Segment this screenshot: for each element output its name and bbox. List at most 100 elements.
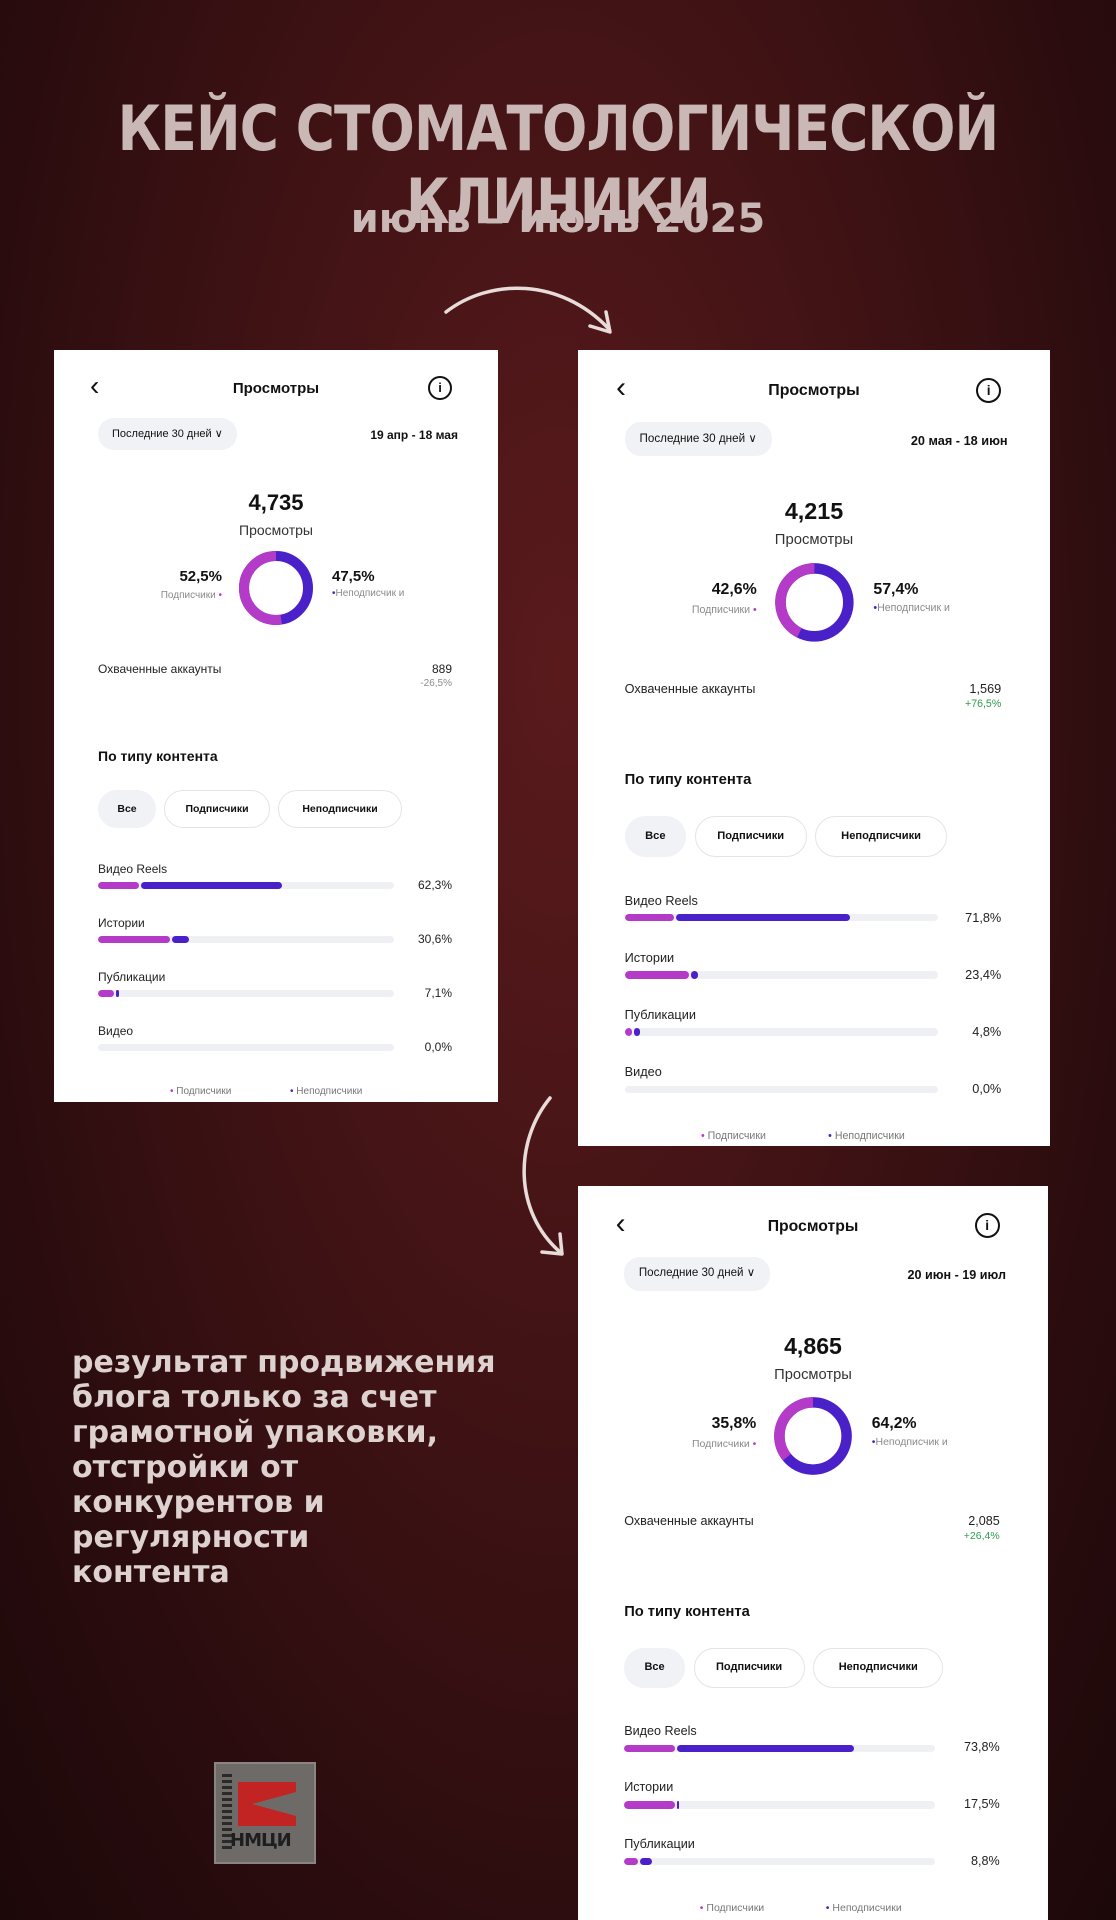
- content-row-value: 23,4%: [965, 966, 1002, 982]
- content-row-track: [98, 936, 394, 943]
- period-label: Последние 30 дней: [639, 432, 746, 446]
- promo-line: результат продвижения: [72, 1345, 496, 1380]
- content-row-label: Публикации: [624, 1837, 695, 1851]
- legend-subscribers-text: Подписчики: [707, 1130, 766, 1143]
- filter-chip[interactable]: Неподписчики: [813, 1648, 944, 1688]
- filter-chip[interactable]: Подписчики: [693, 1648, 805, 1688]
- nonsubscribers-percent: 64,2%: [871, 1414, 917, 1432]
- legend-nonsubscribers-dot: •: [828, 1130, 835, 1143]
- legend-subscribers-dot: •: [699, 1902, 707, 1915]
- filter-chip[interactable]: Все: [624, 1648, 685, 1688]
- content-row-value: 4,8%: [972, 1024, 1002, 1040]
- content-row-value: 8,8%: [970, 1853, 1000, 1868]
- chevron-down-icon: ∨: [214, 428, 223, 440]
- filter-chip[interactable]: Неподписчики: [278, 790, 402, 828]
- content-row-nonsubscribers-bar: [676, 913, 850, 922]
- filter-chip[interactable]: Подписчики: [164, 790, 270, 828]
- reach-label: Охваченные аккаунты: [624, 1513, 754, 1528]
- section-title: По типу контента: [624, 1603, 750, 1620]
- legend-subscribers-dot: •: [170, 1086, 177, 1097]
- promo-line: блога только за счет: [72, 1380, 437, 1415]
- period-dropdown[interactable]: Последние 30 дней ∨: [624, 1257, 770, 1291]
- promo-line: отстройки от: [72, 1450, 299, 1485]
- content-row-label: Видео: [624, 1064, 662, 1080]
- content-row-subscribers-bar: [624, 1744, 675, 1752]
- reach-delta: +76,5%: [965, 697, 1002, 710]
- screen-title: Просмотры: [768, 381, 860, 399]
- content-row-value: 7,1%: [424, 986, 452, 1000]
- content-row-value: 71,8%: [965, 909, 1002, 925]
- nonsubscribers-label-text: Неподписчик и: [335, 588, 405, 599]
- subscribers-label: Подписчики •: [692, 1438, 756, 1450]
- content-row-nonsubscribers-bar: [172, 936, 189, 943]
- back-icon[interactable]: ‹: [90, 370, 100, 401]
- legend-nonsubscribers: • Неподписчики: [290, 1086, 362, 1097]
- content-row-subscribers-bar: [624, 1028, 633, 1036]
- nonsubscribers-label-text: Неподписчик и: [875, 1435, 948, 1448]
- nonsubscribers-percent: 47,5%: [332, 568, 375, 585]
- subscribers-label: Подписчики •: [692, 604, 757, 616]
- content-row-subscribers-bar: [624, 1858, 638, 1866]
- back-icon[interactable]: ‹: [615, 1207, 626, 1240]
- period-dropdown[interactable]: Последние 30 дней ∨: [98, 418, 237, 450]
- promo-line: конкурентов и: [72, 1485, 325, 1520]
- info-icon[interactable]: i: [976, 377, 1002, 403]
- section-title: По типу контента: [624, 771, 752, 788]
- chevron-down-icon: ∨: [746, 1267, 756, 1280]
- views-total: 4,215: [784, 498, 844, 525]
- back-icon[interactable]: ‹: [616, 371, 627, 405]
- page-headline: КЕЙС СТОМАТОЛОГИЧЕСКОЙ КЛИНИКИ: [117, 92, 1000, 238]
- subscribers-dot: •: [215, 590, 222, 601]
- subscribers-label-text: Подписчики: [691, 1438, 750, 1450]
- legend-subscribers-text: Подписчики: [176, 1086, 232, 1097]
- content-row-label: Видео Reels: [624, 892, 698, 908]
- date-range: 20 мая - 18 июн: [910, 432, 1008, 448]
- stats-card: ‹ Просмотры i Последние 30 дней ∨ 19 апр…: [54, 350, 498, 1102]
- content-row-value: 73,8%: [963, 1740, 1000, 1755]
- views-total: 4,865: [784, 1333, 842, 1359]
- reach-value: 889: [431, 662, 452, 676]
- filter-chip[interactable]: Неподписчики: [815, 816, 947, 857]
- legend-nonsubscribers-text: Неподписчики: [296, 1086, 363, 1097]
- logo-text: НМЦИ: [230, 1830, 292, 1851]
- views-total-label: Просмотры: [239, 522, 313, 538]
- filter-chip[interactable]: Подписчики: [694, 816, 807, 857]
- filter-chip[interactable]: Все: [624, 816, 686, 857]
- content-row-track: [624, 971, 939, 979]
- legend-subscribers-text: Подписчики: [706, 1902, 765, 1915]
- subscribers-percent: 35,8%: [711, 1414, 757, 1432]
- subscribers-percent: 42,6%: [711, 581, 757, 599]
- promo-line: регулярности: [72, 1520, 310, 1555]
- content-row-nonsubscribers-bar: [140, 882, 283, 889]
- legend-nonsubscribers: • Неподписчики: [826, 1902, 902, 1914]
- content-row-label: Истории: [624, 1780, 674, 1795]
- content-row-track: [98, 882, 394, 889]
- content-row-nonsubscribers-bar: [676, 1744, 854, 1752]
- content-row-nonsubscribers-bar: [115, 990, 119, 997]
- date-range: 19 апр - 18 мая: [370, 428, 458, 442]
- subscribers-label-text: Подписчики: [691, 604, 751, 617]
- content-row-track: [98, 1044, 394, 1051]
- content-row-track: [624, 1028, 939, 1036]
- content-row-value: 62,3%: [417, 878, 452, 892]
- donut-subscribers-arc: [239, 551, 313, 625]
- stats-card: ‹ Просмотры i Последние 30 дней ∨ 20 мая…: [578, 350, 1050, 1146]
- promo-line: грамотной упаковки,: [72, 1415, 438, 1450]
- subscribers-percent: 52,5%: [179, 568, 222, 585]
- content-row-value: 0,0%: [424, 1040, 452, 1054]
- info-icon[interactable]: i: [974, 1213, 1000, 1239]
- filter-chip[interactable]: Все: [98, 790, 156, 828]
- content-row-track: [624, 1085, 939, 1094]
- content-row-track: [624, 1744, 935, 1752]
- period-dropdown[interactable]: Последние 30 дней ∨: [624, 422, 772, 456]
- promo-line: контента: [72, 1555, 230, 1590]
- content-row-track: [624, 1801, 935, 1809]
- date-range: 20 июн - 19 июл: [907, 1267, 1007, 1282]
- nonsubscribers-label-text: Неподписчик и: [877, 602, 950, 615]
- nonsubscribers-label: •Неподписчик и: [332, 588, 422, 600]
- content-row-value: 30,6%: [417, 932, 452, 946]
- info-icon[interactable]: i: [428, 376, 452, 400]
- nonsubscribers-dot: •: [871, 1435, 876, 1448]
- nonsubscribers-percent: 57,4%: [873, 581, 919, 599]
- logo-dots: [222, 1774, 232, 1850]
